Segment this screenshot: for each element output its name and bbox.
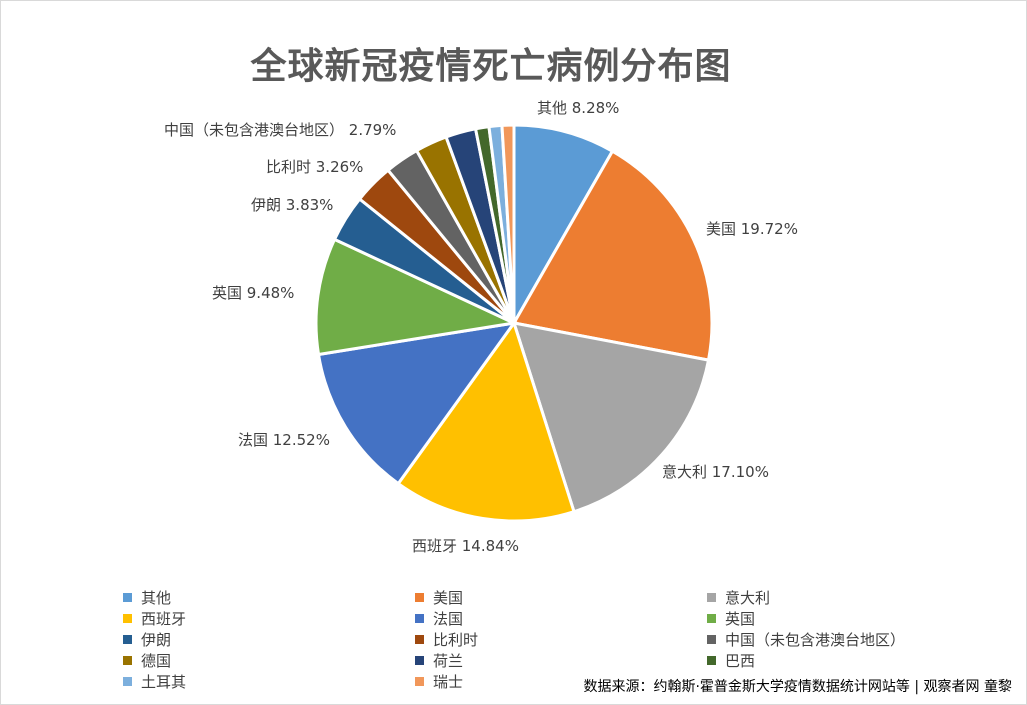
legend-swatch <box>415 614 424 623</box>
legend-item: 美国 <box>415 587 707 608</box>
data-label: 英国 9.48% <box>212 284 294 302</box>
data-label: 意大利 17.10% <box>662 463 769 481</box>
legend-item: 德国 <box>123 650 415 671</box>
legend-item: 巴西 <box>707 650 1003 671</box>
legend-item: 伊朗 <box>123 629 415 650</box>
legend-swatch <box>123 677 132 686</box>
legend-label: 瑞士 <box>433 673 464 691</box>
legend-item: 中国（未包含港澳台地区） <box>707 629 1003 650</box>
legend-label: 中国（未包含港澳台地区） <box>725 631 906 649</box>
legend-swatch <box>707 635 716 644</box>
legend-item: 意大利 <box>707 587 1003 608</box>
pie-slice <box>316 320 518 486</box>
pie-slice <box>396 319 576 523</box>
legend-swatch <box>707 593 716 602</box>
legend-label: 西班牙 <box>141 610 187 628</box>
legend-item: 荷兰 <box>415 650 707 671</box>
source-note: 数据来源：约翰斯·霍普金斯大学疫情数据统计网站等 | 观察者网 童黎 <box>583 679 1012 695</box>
legend-item: 西班牙 <box>123 608 415 629</box>
legend-label: 德国 <box>141 652 172 670</box>
legend: 其他 美国 意大利西班牙 法国 英国伊朗 比利时 中国（未包含港澳台地区） 德国 荷兰 巴西土耳其… <box>123 587 1003 692</box>
data-label: 美国 19.72% <box>706 220 798 238</box>
legend-swatch <box>415 635 424 644</box>
legend-label: 意大利 <box>725 589 771 607</box>
legend-label: 法国 <box>433 610 464 628</box>
legend-label: 巴西 <box>725 652 756 670</box>
legend-item: 英国 <box>707 608 1003 629</box>
legend-label: 英国 <box>725 610 756 628</box>
legend-item: 比利时 <box>415 629 707 650</box>
legend-item: 土耳其 <box>123 671 415 692</box>
legend-swatch <box>123 656 132 665</box>
data-label: 法国 12.52% <box>238 431 330 449</box>
data-label: 其他 8.28% <box>537 99 619 117</box>
chart-title: 全球新冠疫情死亡病例分布图 <box>250 46 732 87</box>
data-label: 伊朗 3.83% <box>251 196 333 214</box>
legend-swatch <box>415 593 424 602</box>
legend-swatch <box>707 614 716 623</box>
legend-item: 法国 <box>415 608 707 629</box>
legend-label: 比利时 <box>433 631 479 649</box>
pie-slice <box>314 237 520 357</box>
data-label: 中国（未包含港澳台地区） 2.79% <box>164 121 396 139</box>
pie-slice <box>511 321 711 514</box>
legend-label: 美国 <box>433 589 464 607</box>
legend-swatch <box>123 635 132 644</box>
data-label: 比利时 3.26% <box>266 158 363 176</box>
legend-label: 土耳其 <box>141 673 187 691</box>
pie-slice <box>500 123 516 324</box>
legend-swatch <box>707 656 716 665</box>
legend-item: 瑞士 <box>415 671 707 692</box>
legend-swatch <box>123 614 132 623</box>
legend-label: 荷兰 <box>433 652 464 670</box>
legend-label: 其他 <box>141 589 172 607</box>
legend-swatch <box>415 677 424 686</box>
legend-swatch <box>415 656 424 665</box>
pie-slice <box>512 123 615 329</box>
data-label: 西班牙 14.84% <box>412 537 519 555</box>
legend-item: 其他 <box>123 587 415 608</box>
legend-label: 伊朗 <box>141 631 172 649</box>
legend-swatch <box>123 593 132 602</box>
pie-slice <box>511 149 714 362</box>
